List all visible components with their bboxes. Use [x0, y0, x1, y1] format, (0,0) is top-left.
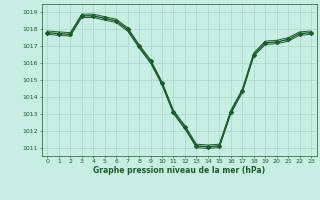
X-axis label: Graphe pression niveau de la mer (hPa): Graphe pression niveau de la mer (hPa) — [93, 166, 265, 175]
